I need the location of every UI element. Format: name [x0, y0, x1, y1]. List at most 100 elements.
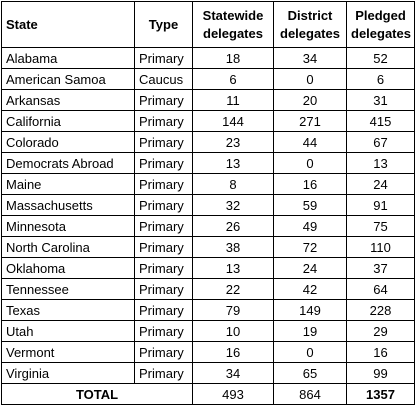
cell-state: Massachusetts — [1, 194, 135, 216]
header-pledged-line2: delegates — [351, 25, 411, 41]
table-row: Alabama Primary 18 34 52 — [1, 47, 415, 69]
table-row: Minnesota Primary 26 49 75 — [1, 215, 415, 237]
cell-pledged: 110 — [346, 236, 415, 258]
header-type-label: Type — [148, 16, 179, 32]
cell-pledged: 67 — [346, 131, 415, 153]
cell-statewide: 6 — [192, 68, 274, 90]
header-row: State Type Statewide delegates District de… — [1, 1, 415, 48]
cell-pledged: 75 — [346, 215, 415, 237]
header-statewide-line1: Statewide — [202, 7, 264, 23]
header-state-label: State — [6, 16, 38, 32]
header-district: District delegates — [273, 1, 347, 48]
cell-type: Primary — [134, 215, 193, 237]
total-pledged: 1357 — [346, 383, 415, 405]
cell-pledged: 415 — [346, 110, 415, 132]
table-row: Vermont Primary 16 0 16 — [1, 341, 415, 363]
table-row: Arkansas Primary 11 20 31 — [1, 89, 415, 111]
cell-type: Primary — [134, 47, 193, 69]
cell-district: 0 — [273, 152, 347, 174]
cell-type: Primary — [134, 173, 193, 195]
table-row: Democrats Abroad Primary 13 0 13 — [1, 152, 415, 174]
cell-statewide: 144 — [192, 110, 274, 132]
cell-district: 20 — [273, 89, 347, 111]
cell-district: 24 — [273, 257, 347, 279]
table-row: Maine Primary 8 16 24 — [1, 173, 415, 195]
cell-type: Primary — [134, 278, 193, 300]
cell-district: 34 — [273, 47, 347, 69]
cell-type: Primary — [134, 131, 193, 153]
cell-state: Alabama — [1, 47, 135, 69]
cell-district: 49 — [273, 215, 347, 237]
cell-state: Oklahoma — [1, 257, 135, 279]
table-body: Alabama Primary 18 34 52 American Samoa Caucus… — [1, 47, 415, 384]
cell-pledged: 29 — [346, 320, 415, 342]
table-row: Virginia Primary 34 65 99 — [1, 362, 415, 384]
cell-district: 44 — [273, 131, 347, 153]
cell-statewide: 10 — [192, 320, 274, 342]
table-row: Oklahoma Primary 13 24 37 — [1, 257, 415, 279]
header-statewide: Statewide delegates — [192, 1, 274, 48]
cell-district: 149 — [273, 299, 347, 321]
total-statewide: 493 — [192, 383, 274, 405]
cell-type: Primary — [134, 257, 193, 279]
table-row: Colorado Primary 23 44 67 — [1, 131, 415, 153]
cell-district: 0 — [273, 68, 347, 90]
cell-state: Texas — [1, 299, 135, 321]
cell-district: 59 — [273, 194, 347, 216]
cell-district: 271 — [273, 110, 347, 132]
header-type: Type — [134, 1, 193, 48]
cell-state: North Carolina — [1, 236, 135, 258]
cell-type: Primary — [134, 152, 193, 174]
cell-type: Primary — [134, 236, 193, 258]
table-footer: TOTAL 493 864 1357 — [1, 383, 415, 405]
cell-pledged: 228 — [346, 299, 415, 321]
cell-statewide: 8 — [192, 173, 274, 195]
cell-state: Minnesota — [1, 215, 135, 237]
cell-type: Primary — [134, 194, 193, 216]
cell-district: 65 — [273, 362, 347, 384]
cell-state: Vermont — [1, 341, 135, 363]
cell-statewide: 16 — [192, 341, 274, 363]
table-row: Tennessee Primary 22 42 64 — [1, 278, 415, 300]
cell-statewide: 26 — [192, 215, 274, 237]
cell-state: Virginia — [1, 362, 135, 384]
cell-pledged: 99 — [346, 362, 415, 384]
cell-pledged: 37 — [346, 257, 415, 279]
cell-state: Democrats Abroad — [1, 152, 135, 174]
table-row: American Samoa Caucus 6 0 6 — [1, 68, 415, 90]
cell-state: Maine — [1, 173, 135, 195]
cell-pledged: 13 — [346, 152, 415, 174]
cell-state: California — [1, 110, 135, 132]
cell-state: Utah — [1, 320, 135, 342]
total-district: 864 — [273, 383, 347, 405]
cell-state: Arkansas — [1, 89, 135, 111]
total-row: TOTAL 493 864 1357 — [1, 383, 415, 405]
cell-pledged: 31 — [346, 89, 415, 111]
cell-statewide: 13 — [192, 152, 274, 174]
cell-statewide: 38 — [192, 236, 274, 258]
cell-state: Colorado — [1, 131, 135, 153]
table-row: Texas Primary 79 149 228 — [1, 299, 415, 321]
cell-district: 16 — [273, 173, 347, 195]
table-row: North Carolina Primary 38 72 110 — [1, 236, 415, 258]
cell-pledged: 64 — [346, 278, 415, 300]
cell-state: American Samoa — [1, 68, 135, 90]
cell-statewide: 79 — [192, 299, 274, 321]
cell-type: Primary — [134, 299, 193, 321]
header-statewide-line2: delegates — [203, 25, 263, 41]
table-row: California Primary 144 271 415 — [1, 110, 415, 132]
cell-type: Primary — [134, 341, 193, 363]
header-district-line2: delegates — [280, 25, 340, 41]
cell-statewide: 18 — [192, 47, 274, 69]
cell-type: Caucus — [134, 68, 193, 90]
cell-district: 0 — [273, 341, 347, 363]
cell-district: 42 — [273, 278, 347, 300]
cell-pledged: 16 — [346, 341, 415, 363]
cell-type: Primary — [134, 320, 193, 342]
total-label: TOTAL — [1, 383, 193, 405]
cell-statewide: 13 — [192, 257, 274, 279]
cell-statewide: 32 — [192, 194, 274, 216]
cell-pledged: 52 — [346, 47, 415, 69]
cell-type: Primary — [134, 110, 193, 132]
